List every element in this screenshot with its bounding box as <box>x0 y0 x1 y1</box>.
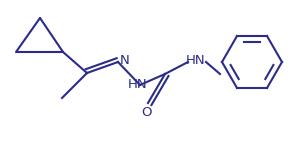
Text: HN: HN <box>128 78 148 92</box>
Text: N: N <box>120 54 130 66</box>
Text: HN: HN <box>186 54 206 66</box>
Text: O: O <box>141 106 151 119</box>
